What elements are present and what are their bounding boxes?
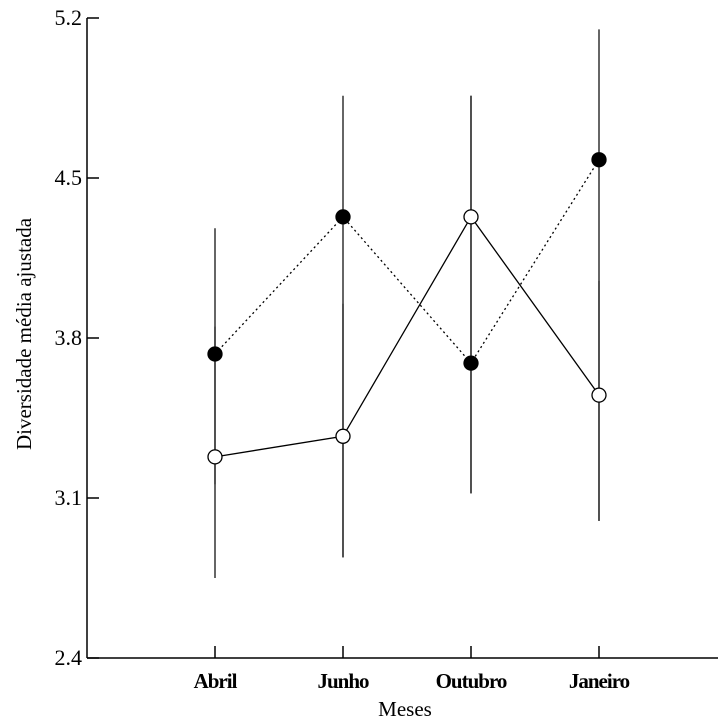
filled-point: [591, 152, 607, 168]
y-tick-label: 3.1: [55, 485, 83, 510]
open-point: [207, 449, 223, 465]
series-markers: [207, 152, 607, 465]
open-point: [463, 209, 479, 225]
x-tick-label: Abril: [194, 669, 238, 693]
y-ticks: 2.4 3.1 3.8 4.5 5.2: [55, 5, 99, 670]
x-tick-label: Janeiro: [569, 669, 630, 693]
y-tick-label: 4.5: [55, 165, 83, 190]
y-tick-label: 3.8: [55, 325, 83, 350]
error-bars: [214, 29, 600, 578]
x-tick-label: Outubro: [436, 669, 507, 693]
open-point: [335, 428, 351, 444]
filled-point: [335, 209, 351, 225]
series-lines: [214, 159, 600, 458]
x-axis-title: Meses: [378, 697, 432, 721]
series-line-2: [214, 215, 600, 458]
y-tick-label: 2.4: [55, 645, 83, 670]
x-ticks: Abril Junho Outubro Janeiro: [194, 646, 631, 693]
y-axis-title: Diversidade média ajustada: [12, 217, 36, 450]
x-tick-label: Junho: [317, 669, 369, 693]
filled-point: [463, 355, 479, 371]
axes: [86, 18, 718, 659]
open-point: [591, 387, 607, 403]
filled-point: [207, 346, 223, 362]
y-tick-label: 5.2: [55, 5, 83, 30]
series-line-1: [214, 159, 600, 365]
